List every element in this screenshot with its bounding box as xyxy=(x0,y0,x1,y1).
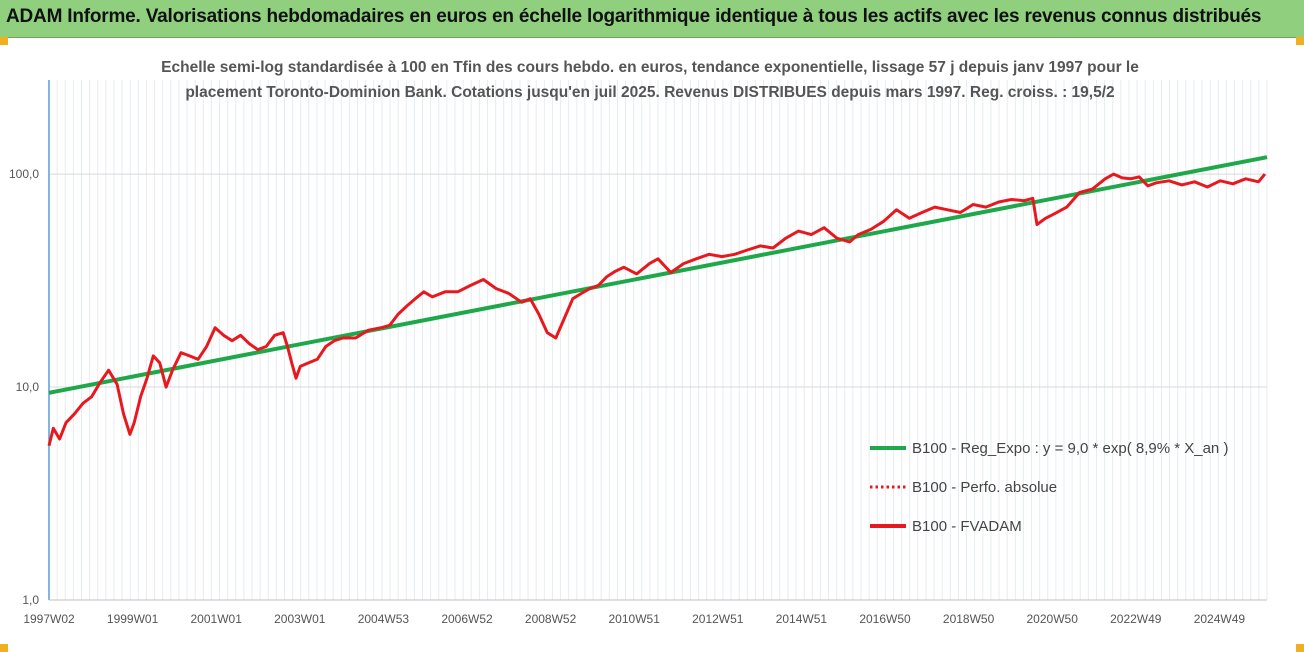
header-bar: ADAM Informe. Valorisations hebdomadaire… xyxy=(0,0,1304,38)
header-title: ADAM Informe. Valorisations hebdomadaire… xyxy=(6,6,1262,27)
x-tick-label: 2012W51 xyxy=(692,612,744,626)
x-tick-label: 2008W52 xyxy=(525,612,577,626)
chart-title-line-1: Echelle semi-log standardisée à 100 en T… xyxy=(161,59,1139,76)
x-tick-label: 2018W50 xyxy=(943,612,995,626)
x-tick-label: 2020W50 xyxy=(1027,612,1079,626)
corner-marker xyxy=(1296,644,1304,652)
x-tick-label: 2003W01 xyxy=(274,612,326,626)
chart-title-line-2: placement Toronto-Dominion Bank. Cotatio… xyxy=(185,84,1114,101)
x-tick-label: 2001W01 xyxy=(191,612,243,626)
x-tick-label: 2010W51 xyxy=(609,612,661,626)
y-tick-label: 100,0 xyxy=(9,167,39,181)
x-tick-label: 1997W02 xyxy=(23,612,75,626)
y-tick-label: 10,0 xyxy=(16,380,40,394)
x-tick-label: 2016W50 xyxy=(859,612,911,626)
series-line-fvadam xyxy=(47,172,1267,447)
corner-marker xyxy=(1296,37,1304,45)
chart-title: Echelle semi-log standardisée à 100 en T… xyxy=(161,59,1139,101)
legend-label-perfo: B100 - Perfo. absolue xyxy=(912,479,1057,496)
corner-marker xyxy=(0,644,8,652)
x-tick-label: 2004W53 xyxy=(358,612,410,626)
x-tick-label: 2022W49 xyxy=(1110,612,1162,626)
series-lines xyxy=(47,155,1268,447)
legend: B100 - Reg_Expo : y = 9,0 * exp( 8,9% * … xyxy=(870,440,1228,535)
x-tick-label: 2024W49 xyxy=(1194,612,1246,626)
axes: 1,0 10,0 100,0 1997W02 1999W01 2001W01 2003W01… xyxy=(9,80,1267,626)
legend-label-reg: B100 - Reg_Expo : y = 9,0 * exp( 8,9% * … xyxy=(912,440,1228,457)
legend-label-fvadam: B100 - FVADAM xyxy=(912,518,1022,535)
x-tick-label: 2006W52 xyxy=(441,612,493,626)
y-tick-label: 1,0 xyxy=(22,593,39,607)
corner-marker xyxy=(0,37,8,45)
x-tick-label: 2014W51 xyxy=(776,612,828,626)
series-line-reg-expo xyxy=(48,155,1268,395)
x-tick-label: 1999W01 xyxy=(107,612,159,626)
